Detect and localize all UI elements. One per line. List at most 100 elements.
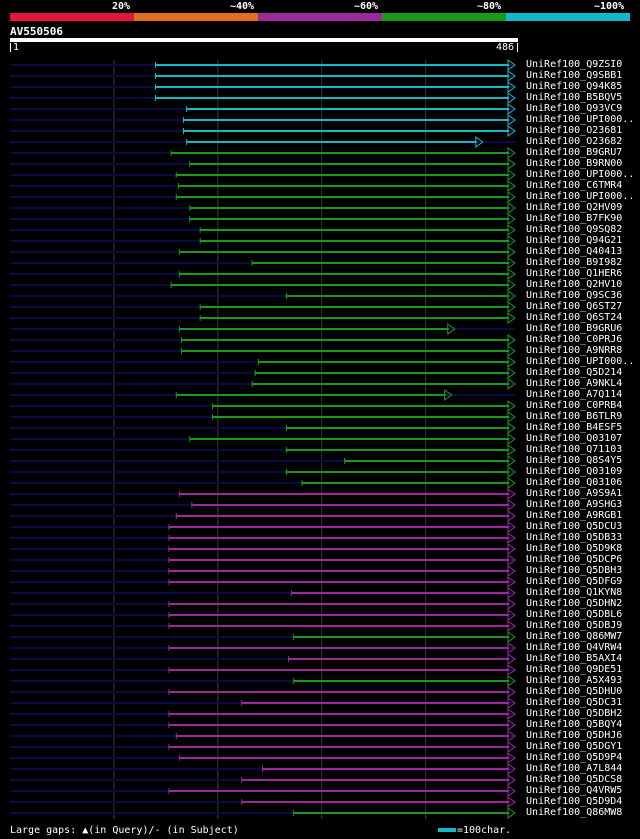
hit-name[interactable]: UniRef100_Q5DHU0	[526, 686, 623, 697]
hit-end-arrow	[507, 642, 516, 654]
hit-name[interactable]: UniRef100_Q5DB33	[526, 532, 623, 543]
hit-end-arrow	[507, 664, 516, 676]
hit-name[interactable]: UniRef100_Q9DE51	[526, 664, 623, 675]
hit-name[interactable]: UniRef100_O23682	[526, 136, 623, 147]
hit-name[interactable]: UniRef100_UPI000..	[526, 356, 635, 367]
hit-name[interactable]: UniRef100_Q5DBJ9	[526, 620, 623, 631]
hit-end-arrow	[507, 312, 516, 324]
hit-name[interactable]: UniRef100_O23681	[526, 125, 623, 136]
legend-swatch-40	[134, 13, 258, 21]
hit-name[interactable]: UniRef100_Q5D9K8	[526, 543, 623, 554]
hit-name[interactable]: UniRef100_Q4VRW4	[526, 642, 623, 653]
gap-legend: Large gaps: ▲(in Query)/- (in Subject)	[10, 825, 239, 836]
hit-end-arrow	[507, 785, 516, 797]
legend-label-80: ~80%	[477, 1, 502, 12]
hit-name[interactable]: UniRef100_Q5D214	[526, 367, 623, 378]
hit-name[interactable]: UniRef100_Q1KYN8	[526, 587, 623, 598]
hit-name[interactable]: UniRef100_Q86MW7	[526, 631, 623, 642]
hit-end-arrow	[507, 752, 516, 764]
hit-name[interactable]: UniRef100_Q03109	[526, 466, 623, 477]
hit-name[interactable]: UniRef100_Q6ST24	[526, 312, 623, 323]
hit-name[interactable]: UniRef100_A9RGB1	[526, 510, 623, 521]
hit-end-arrow	[507, 620, 516, 632]
hit-name[interactable]: UniRef100_Q94K85	[526, 81, 623, 92]
hit-name[interactable]: UniRef100_Q40413	[526, 246, 623, 257]
hit-name[interactable]: UniRef100_A9SHG3	[526, 499, 623, 510]
hit-end-arrow	[507, 609, 516, 621]
hit-name[interactable]: UniRef100_Q8S4Y5	[526, 455, 623, 466]
hit-name[interactable]: UniRef100_Q5D9P4	[526, 752, 623, 763]
scale-swatch	[438, 828, 456, 832]
hit-name[interactable]: UniRef100_B5BQV5	[526, 92, 623, 103]
hit-name[interactable]: UniRef100_Q94G21	[526, 235, 623, 246]
hit-name[interactable]: UniRef100_Q5DBL6	[526, 609, 623, 620]
hit-end-arrow	[507, 587, 516, 599]
hit-name[interactable]: UniRef100_Q5BQY4	[526, 719, 623, 730]
hit-end-arrow	[507, 213, 516, 225]
hit-name[interactable]: UniRef100_Q1HER6	[526, 268, 623, 279]
hit-end-arrow	[507, 191, 516, 203]
hit-name[interactable]: UniRef100_Q03107	[526, 433, 623, 444]
query-name: AV550506	[10, 25, 63, 38]
hit-end-arrow	[507, 807, 516, 819]
legend-swatch-60	[258, 13, 382, 21]
hit-name[interactable]: UniRef100_B7FK90	[526, 213, 623, 224]
hit-name[interactable]: UniRef100_Q5DGY1	[526, 741, 623, 752]
hit-name[interactable]: UniRef100_Q5DC31	[526, 697, 623, 708]
hit-name[interactable]: UniRef100_Q4VRW5	[526, 785, 623, 796]
hit-name[interactable]: UniRef100_UPI000..	[526, 169, 635, 180]
hit-name[interactable]: UniRef100_B4ESF5	[526, 422, 623, 433]
legend-swatch-100	[506, 13, 630, 21]
hit-name[interactable]: UniRef100_Q9SBB1	[526, 70, 623, 81]
hit-end-arrow	[507, 686, 516, 698]
hit-name[interactable]: UniRef100_Q2HV10	[526, 279, 623, 290]
hit-name[interactable]: UniRef100_A7Q114	[526, 389, 623, 400]
hit-name[interactable]: UniRef100_B9GRU7	[526, 147, 623, 158]
hit-end-arrow	[507, 510, 516, 522]
hit-name[interactable]: UniRef100_B5AXI4	[526, 653, 623, 664]
hit-end-arrow	[507, 378, 516, 390]
hit-name[interactable]: UniRef100_A5X493	[526, 675, 623, 686]
hit-name[interactable]: UniRef100_B6TLR9	[526, 411, 623, 422]
hit-end-arrow	[507, 422, 516, 434]
hit-name[interactable]: UniRef100_Q5DBH2	[526, 708, 623, 719]
legend-swatch-20	[10, 13, 134, 21]
hit-name[interactable]: UniRef100_C0PRB4	[526, 400, 623, 411]
hit-name[interactable]: UniRef100_Q5DCP6	[526, 554, 623, 565]
hit-name[interactable]: UniRef100_Q5DCS8	[526, 774, 623, 785]
hit-name[interactable]: UniRef100_A9NRR8	[526, 345, 623, 356]
hit-name[interactable]: UniRef100_Q03106	[526, 477, 623, 488]
hit-name[interactable]: UniRef100_Q5DFG9	[526, 576, 623, 587]
hit-name[interactable]: UniRef100_Q9ZSI0	[526, 59, 623, 70]
hit-end-arrow	[507, 499, 516, 511]
hit-name[interactable]: UniRef100_Q5DHJ6	[526, 730, 623, 741]
hit-name[interactable]: UniRef100_Q5D9D4	[526, 796, 623, 807]
hit-name[interactable]: UniRef100_C6TMR4	[526, 180, 623, 191]
hit-end-arrow	[507, 290, 516, 302]
hit-name[interactable]: UniRef100_B9RN00	[526, 158, 623, 169]
hit-end-arrow	[507, 774, 516, 786]
hit-name[interactable]: UniRef100_Q6ST27	[526, 301, 623, 312]
hit-end-arrow	[507, 59, 516, 71]
hit-name[interactable]: UniRef100_C0PRJ6	[526, 334, 623, 345]
hit-name[interactable]: UniRef100_Q9SQ82	[526, 224, 623, 235]
hit-name[interactable]: UniRef100_Q2HV09	[526, 202, 623, 213]
hit-end-arrow	[507, 576, 516, 588]
legend-label-60: ~60%	[354, 1, 379, 12]
legend-swatch-80	[382, 13, 506, 21]
hit-name[interactable]: UniRef100_Q5DBH3	[526, 565, 623, 576]
hit-name[interactable]: UniRef100_UPI000..	[526, 191, 635, 202]
hit-name[interactable]: UniRef100_UPI000..	[526, 114, 635, 125]
hit-name[interactable]: UniRef100_Q93VC9	[526, 103, 623, 114]
hit-name[interactable]: UniRef100_A7L844	[526, 763, 623, 774]
hit-name[interactable]: UniRef100_Q71103	[526, 444, 623, 455]
hit-name[interactable]: UniRef100_Q86MW8	[526, 807, 623, 818]
hit-end-arrow	[507, 367, 516, 379]
hit-name[interactable]: UniRef100_Q5DCU3	[526, 521, 623, 532]
hit-name[interactable]: UniRef100_A9NKL4	[526, 378, 623, 389]
hit-name[interactable]: UniRef100_Q9SC36	[526, 290, 623, 301]
hit-name[interactable]: UniRef100_A9S9A1	[526, 488, 623, 499]
hit-name[interactable]: UniRef100_Q5DHN2	[526, 598, 623, 609]
hit-name[interactable]: UniRef100_B9GRU6	[526, 323, 623, 334]
hit-name[interactable]: UniRef100_B9I982	[526, 257, 623, 268]
